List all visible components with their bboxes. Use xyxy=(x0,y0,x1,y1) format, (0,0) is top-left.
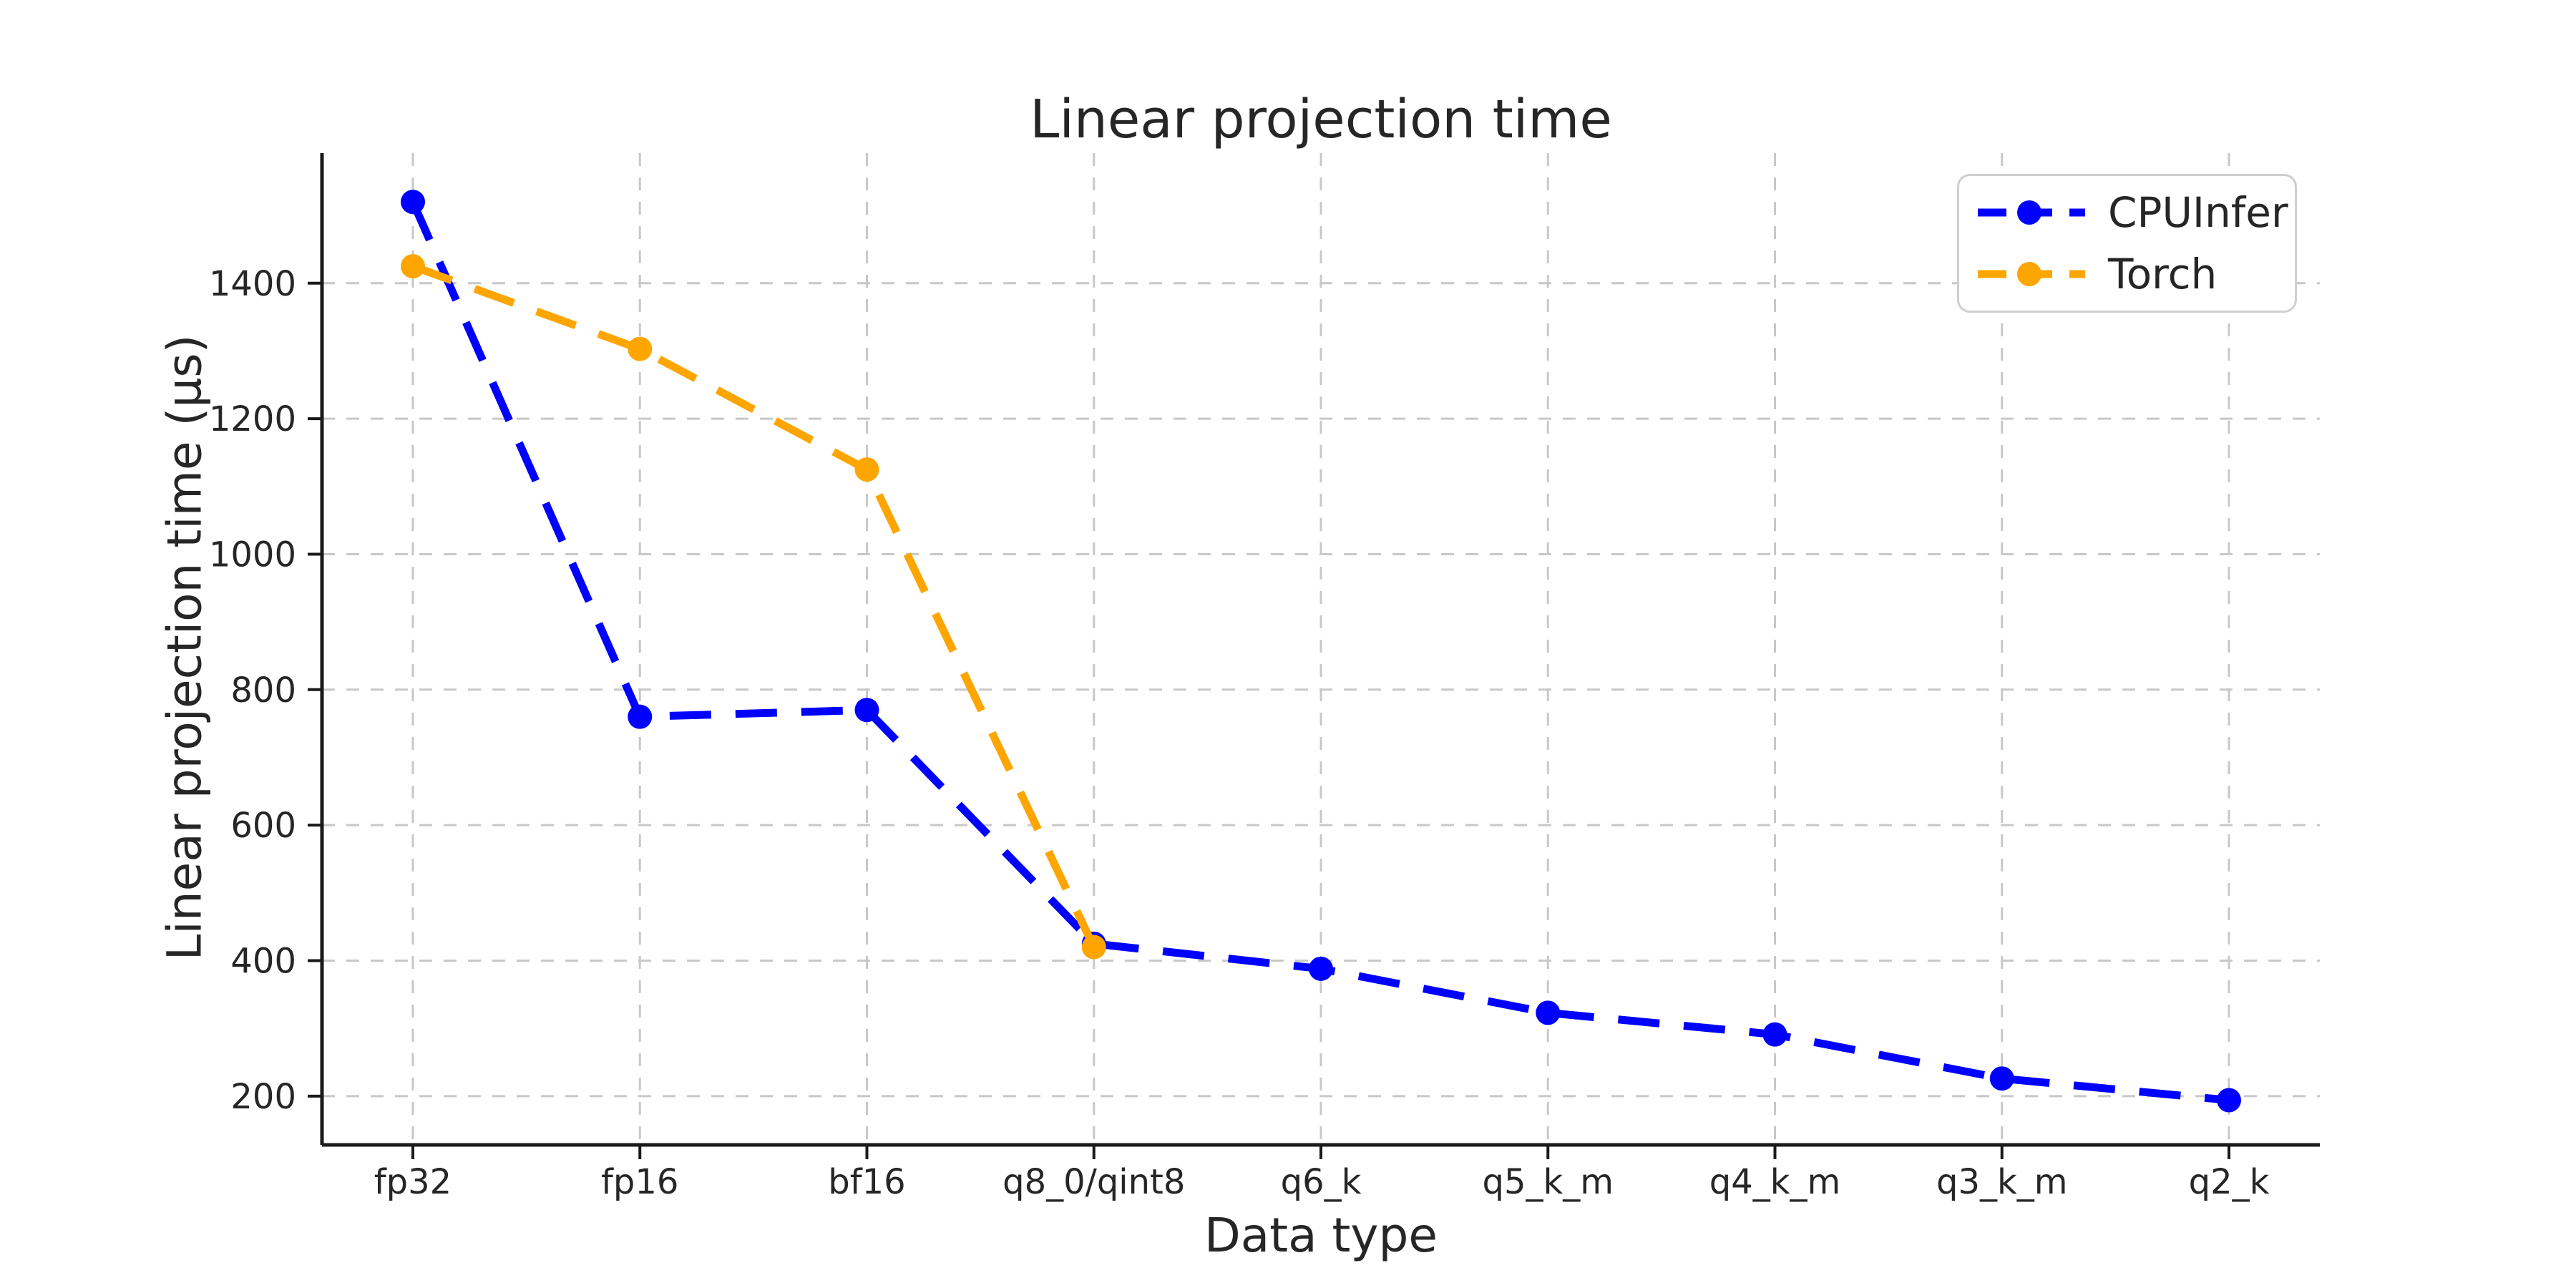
legend-line-marker-icon xyxy=(1978,258,2085,290)
chart-title: Linear projection time xyxy=(1030,89,1612,150)
series-line-torch xyxy=(411,262,1098,949)
legend-sample-svg xyxy=(1978,261,2085,286)
data-point-cpuinfer xyxy=(628,704,653,729)
legend-sample-svg xyxy=(1978,200,2085,225)
y-tick-label: 600 xyxy=(230,806,296,846)
data-point-cpuinfer xyxy=(2217,1088,2241,1113)
legend-line-marker-icon xyxy=(1978,197,2085,228)
legend-entry-cpuinfer: CPUInfer xyxy=(1978,188,2288,237)
legend-label: Torch xyxy=(2108,249,2218,298)
data-point-torch xyxy=(401,254,425,279)
y-tick-label: 1000 xyxy=(209,535,296,575)
x-tick-label: q4_k_m xyxy=(1709,1162,1841,1202)
data-point-torch xyxy=(628,336,653,361)
x-tick-label: bf16 xyxy=(828,1162,905,1202)
legend-box: CPUInfer Torch xyxy=(1957,174,2297,313)
data-point-cpuinfer xyxy=(1762,1022,1787,1047)
legend-marker-dot xyxy=(2017,261,2041,286)
legend-entry-torch: Torch xyxy=(1978,250,2276,298)
data-point-cpuinfer xyxy=(401,190,425,215)
data-point-torch xyxy=(1081,935,1106,960)
x-axis-label: Data type xyxy=(1204,1208,1438,1263)
legend-label: CPUInfer xyxy=(2108,188,2288,238)
y-tick-label: 800 xyxy=(230,670,296,711)
x-tick-label: fp16 xyxy=(601,1162,678,1202)
data-point-cpuinfer xyxy=(854,698,879,723)
data-point-cpuinfer xyxy=(1989,1066,2014,1091)
y-tick-label: 200 xyxy=(230,1077,296,1117)
y-tick-label: 1400 xyxy=(209,264,296,304)
x-tick-label: q5_k_m xyxy=(1482,1162,1614,1202)
data-point-cpuinfer xyxy=(1536,1000,1561,1025)
data-point-torch xyxy=(854,457,879,482)
x-tick-label: q3_k_m xyxy=(1936,1162,2068,1202)
y-tick-label: 400 xyxy=(230,941,296,981)
x-tick-label: fp32 xyxy=(374,1162,452,1202)
legend-marker-dot xyxy=(2017,200,2041,225)
y-tick-label: 1200 xyxy=(209,399,296,439)
x-tick-label: q2_k xyxy=(2189,1162,2270,1202)
x-tick-label: q6_k xyxy=(1281,1162,1362,1202)
x-tick-label: q8_0/qint8 xyxy=(1002,1162,1185,1202)
data-point-cpuinfer xyxy=(1309,956,1333,981)
